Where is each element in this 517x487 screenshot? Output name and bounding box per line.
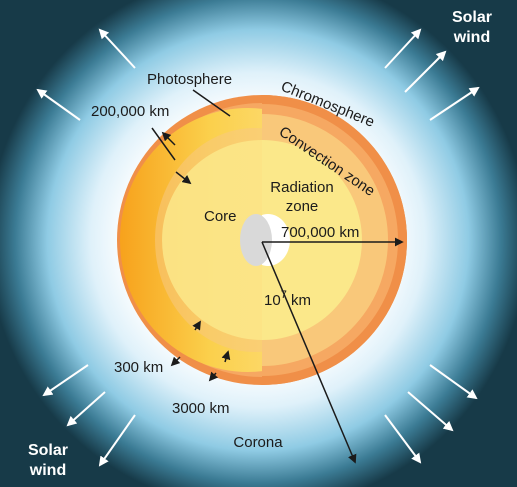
solar-wind-arrow-icon xyxy=(384,28,422,69)
solar-wind-arrow-icon xyxy=(98,28,136,69)
radius-label: 700,000 km xyxy=(281,224,359,241)
chromosphere-arrow-a xyxy=(170,356,181,367)
solar-wind-arrow-icon xyxy=(429,364,478,400)
solar-wind-arrow-icon xyxy=(42,364,89,397)
depth-arrow-b xyxy=(161,131,176,146)
depth-pointer-upper xyxy=(151,127,176,161)
solar-wind-label-bottom-2: wind xyxy=(29,462,66,479)
core-left-face xyxy=(240,214,272,266)
solar-wind-arrow-icon xyxy=(404,50,447,93)
solar-wind-arrow-icon xyxy=(66,391,106,427)
photosphere-pointer xyxy=(192,89,231,117)
distance-exponent: 7 xyxy=(281,289,287,301)
pointer-lines xyxy=(151,89,404,464)
transition-arrow-a xyxy=(208,371,219,382)
photosphere-label: Photosphere xyxy=(147,71,232,88)
radiation-zone-label-1: Radiation xyxy=(270,179,333,196)
chromosphere-arrow-b xyxy=(192,320,201,331)
solar-wind-label-bottom-1: Solar xyxy=(28,442,68,459)
chromosphere-thickness-label: 300 km xyxy=(114,359,163,376)
sun-cutaway xyxy=(246,95,407,385)
solar-wind-arrow-icon xyxy=(429,86,480,121)
transition-arrow-b xyxy=(221,350,231,363)
solar-wind-arrow-icon xyxy=(384,414,422,464)
transition-thickness-label: 3000 km xyxy=(172,400,230,417)
radiation-zone-label-2: zone xyxy=(286,198,319,215)
solar-wind-label-top-2: wind xyxy=(453,29,490,46)
solar-wind-label-top-1: Solar xyxy=(452,9,492,26)
solar-wind-arrows xyxy=(36,28,480,467)
radiation-zone-layer xyxy=(262,140,362,340)
distance-unit: km xyxy=(287,292,311,309)
distance-base: 10 xyxy=(264,292,281,309)
core-label: Core xyxy=(204,208,237,225)
solar-wind-arrow-icon xyxy=(407,391,454,432)
sun-cutaway-left-face xyxy=(162,140,272,340)
distance-arrow xyxy=(261,241,357,464)
solar-wind-arrow-icon xyxy=(98,414,136,467)
distance-label: 107 km xyxy=(264,289,311,309)
corona-label: Corona xyxy=(233,434,283,451)
solar-wind-arrow-icon xyxy=(36,88,81,121)
depth-arrow-a xyxy=(175,171,192,185)
photosphere-depth-label: 200,000 km xyxy=(91,103,169,120)
